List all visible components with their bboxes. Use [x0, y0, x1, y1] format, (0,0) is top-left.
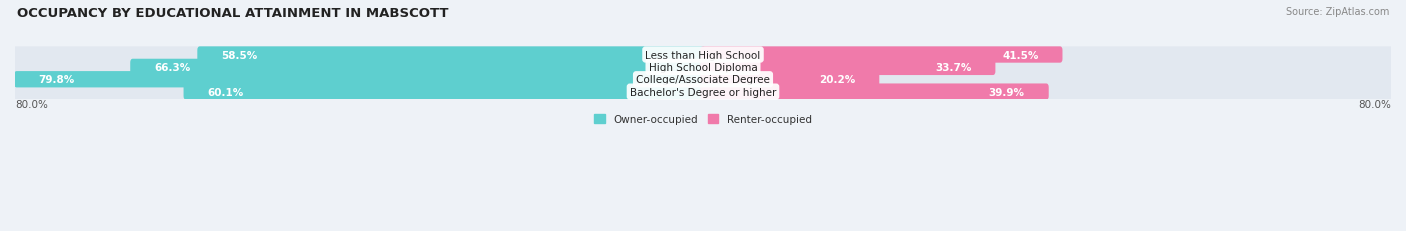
FancyBboxPatch shape [14, 72, 706, 88]
Text: 33.7%: 33.7% [935, 63, 972, 73]
FancyBboxPatch shape [700, 72, 879, 88]
Text: Less than High School: Less than High School [645, 50, 761, 60]
FancyBboxPatch shape [700, 84, 1049, 100]
Legend: Owner-occupied, Renter-occupied: Owner-occupied, Renter-occupied [595, 115, 811, 125]
Text: 80.0%: 80.0% [1358, 100, 1391, 110]
FancyBboxPatch shape [700, 59, 995, 76]
Text: 66.3%: 66.3% [155, 63, 191, 73]
FancyBboxPatch shape [13, 72, 1393, 88]
Text: OCCUPANCY BY EDUCATIONAL ATTAINMENT IN MABSCOTT: OCCUPANCY BY EDUCATIONAL ATTAINMENT IN M… [17, 7, 449, 20]
FancyBboxPatch shape [197, 47, 706, 63]
FancyBboxPatch shape [700, 47, 1063, 63]
FancyBboxPatch shape [13, 59, 1393, 76]
Text: 41.5%: 41.5% [1002, 50, 1039, 60]
FancyBboxPatch shape [131, 59, 706, 76]
Text: 60.1%: 60.1% [208, 87, 243, 97]
Text: College/Associate Degree: College/Associate Degree [636, 75, 770, 85]
FancyBboxPatch shape [13, 84, 1393, 100]
Text: 79.8%: 79.8% [38, 75, 75, 85]
Text: 39.9%: 39.9% [988, 87, 1025, 97]
Text: Bachelor's Degree or higher: Bachelor's Degree or higher [630, 87, 776, 97]
Text: High School Diploma: High School Diploma [648, 63, 758, 73]
Text: Source: ZipAtlas.com: Source: ZipAtlas.com [1285, 7, 1389, 17]
FancyBboxPatch shape [13, 47, 1393, 63]
FancyBboxPatch shape [184, 84, 706, 100]
Text: 80.0%: 80.0% [15, 100, 48, 110]
Text: 58.5%: 58.5% [221, 50, 257, 60]
Text: 20.2%: 20.2% [818, 75, 855, 85]
